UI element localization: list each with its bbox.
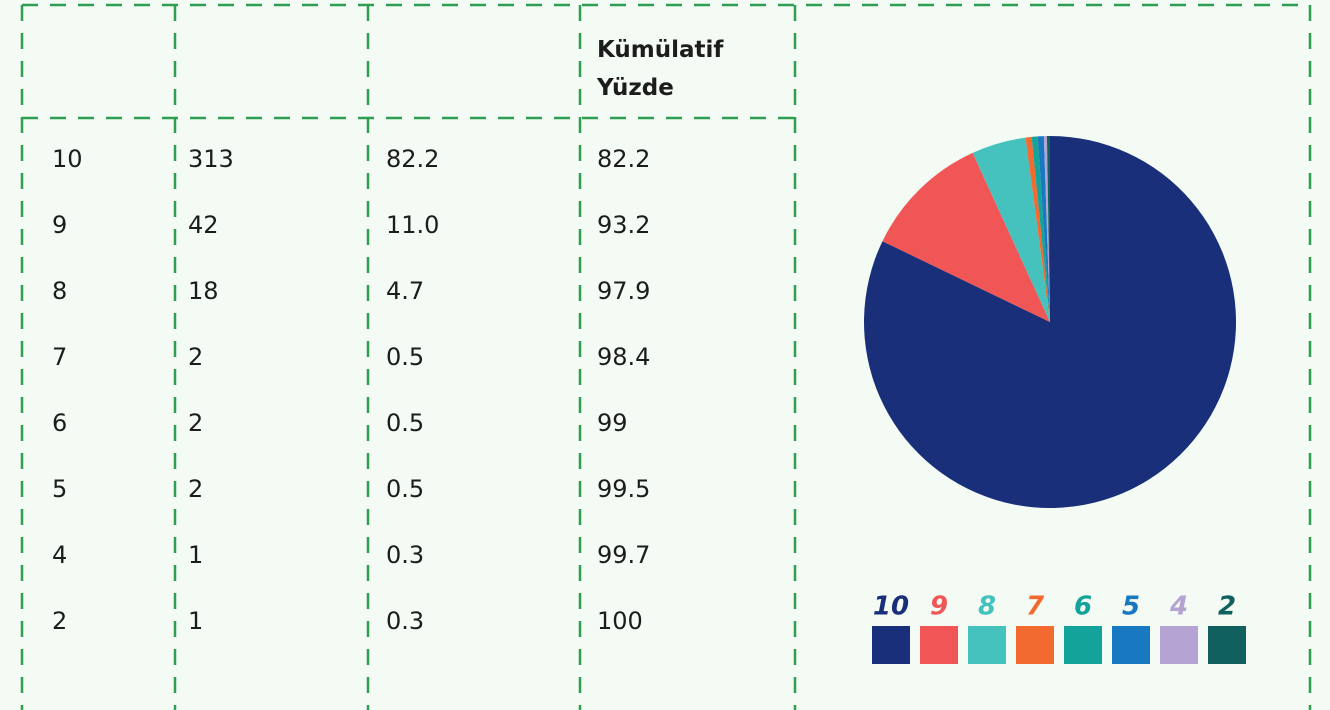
table-cell: 5 [52,475,67,503]
table-cell: 0.3 [386,541,424,569]
table-cell: 313 [188,145,234,173]
table-cell: 1 [188,607,203,635]
legend-label: 8 [978,592,996,622]
legend-label: 5 [1122,592,1140,622]
table-cell: 2 [52,607,67,635]
legend-swatch [920,626,958,664]
table-cell: 82.2 [597,145,650,173]
table-cell: 99.7 [597,541,650,569]
table-cell: 2 [188,409,203,437]
table-cell: 6 [52,409,67,437]
legend-label: 2 [1218,592,1236,622]
table-cell: 10 [52,145,83,173]
table-cell: 82.2 [386,145,439,173]
legend-label: 9 [930,592,948,622]
table-cell: 98.4 [597,343,650,371]
table-cell: 18 [188,277,219,305]
pie-slice [1025,136,1050,322]
table-cell: 99 [597,409,628,437]
table-cell: 0.5 [386,475,424,503]
pie-slice [972,137,1050,322]
pie-slice [1043,136,1050,322]
table-cell: 97.9 [597,277,650,305]
table-cell: 100 [597,607,643,635]
legend-swatch [872,626,910,664]
legend-swatch [1112,626,1150,664]
table-cell: 9 [52,211,67,239]
legend-swatch [968,626,1006,664]
table-cell: 11.0 [386,211,439,239]
legend-label: 4 [1169,592,1188,622]
table-cell: 4 [52,541,67,569]
table-cell: 93.2 [597,211,650,239]
legend-swatch [1160,626,1198,664]
table-cell: 8 [52,277,67,305]
pie-slice [882,152,1050,322]
table-cell: 7 [52,343,67,371]
legend-label: 6 [1074,592,1092,622]
table-cell: 0.5 [386,343,424,371]
grid-lines [20,3,1312,710]
legend-swatch [1208,626,1246,664]
legend-label: 10 [873,592,909,622]
table-cell: 1 [188,541,203,569]
table-cell: 0.5 [386,409,424,437]
column-header: Kümülatif Yüzde [596,37,724,101]
pie-slice [1037,136,1050,322]
pie-slice [1031,136,1050,322]
table-cell: 4.7 [386,277,424,305]
table-cell: 2 [188,475,203,503]
table-cell: 2 [188,343,203,371]
table-cell: 0.3 [386,607,424,635]
table-cell: 99.5 [597,475,650,503]
pie-slice [1046,136,1050,322]
table-cell: 42 [188,211,219,239]
legend-label: 7 [1026,592,1045,622]
legend-swatch [1016,626,1054,664]
legend-swatch [1064,626,1102,664]
